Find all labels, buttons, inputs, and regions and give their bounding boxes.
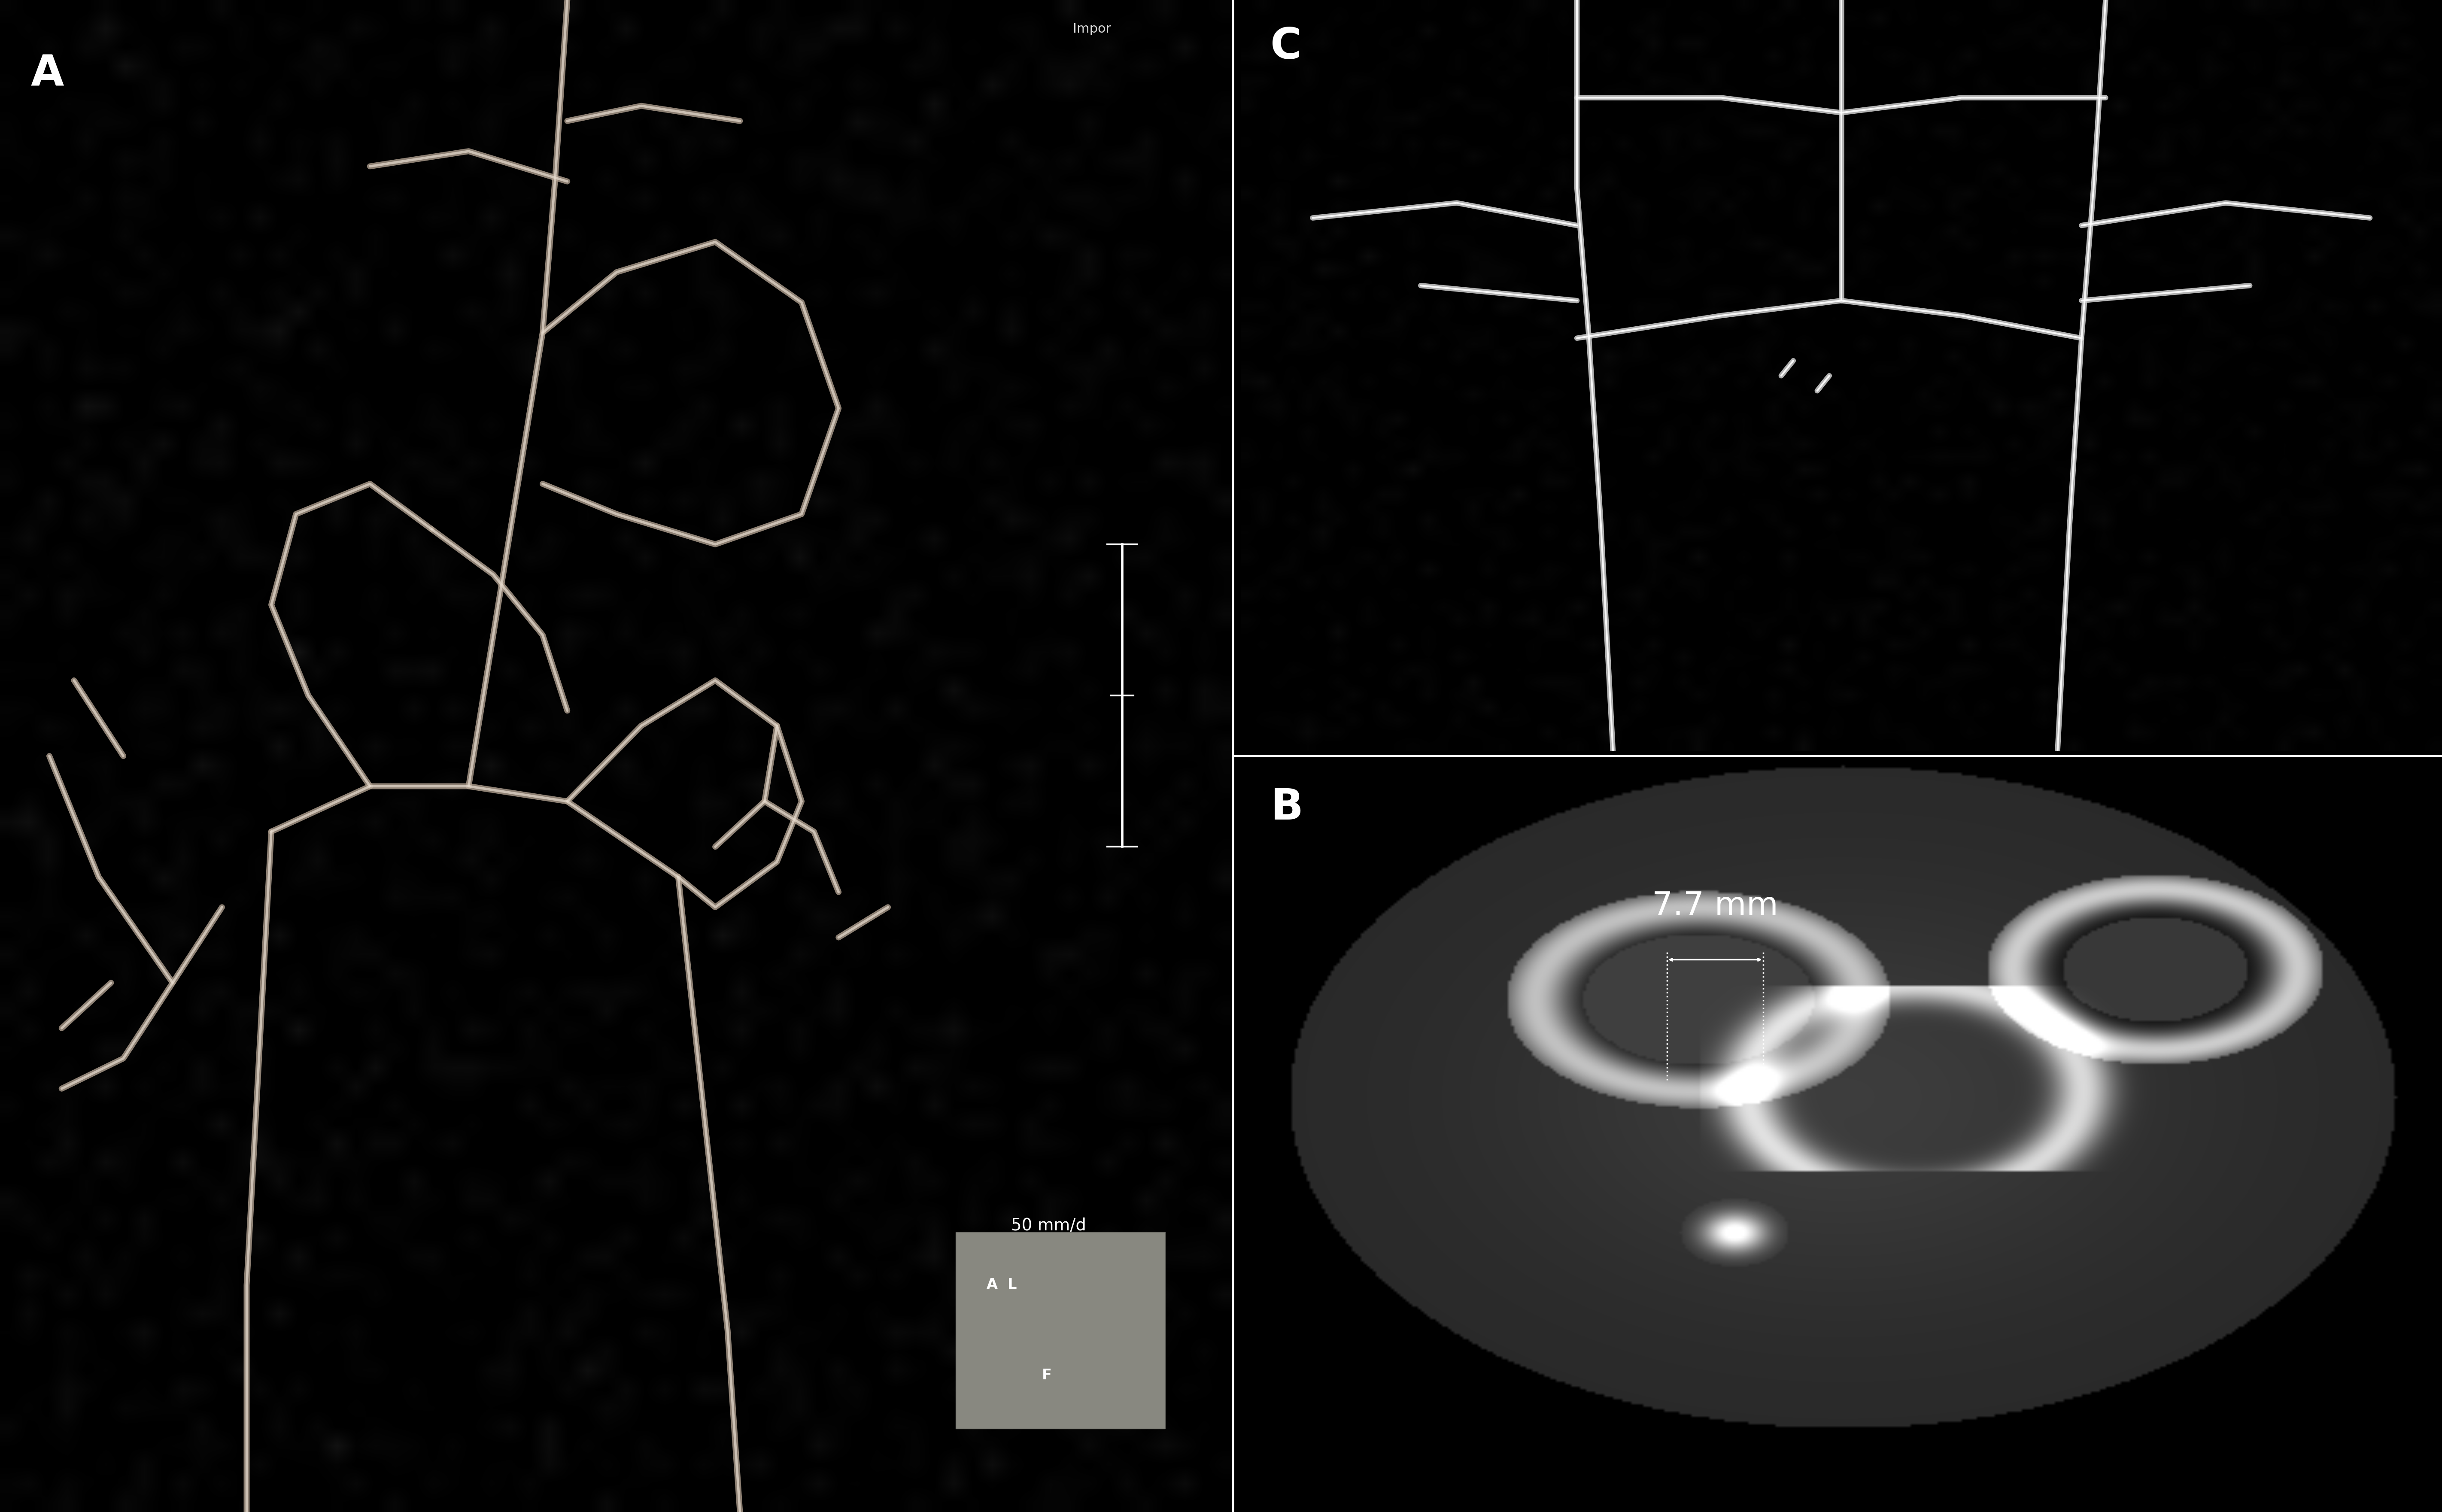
Text: F: F <box>1043 1368 1053 1382</box>
Text: 7.7 mm: 7.7 mm <box>1651 891 1778 922</box>
Text: B: B <box>1270 786 1304 829</box>
FancyBboxPatch shape <box>955 1232 1165 1429</box>
Text: A: A <box>32 53 63 95</box>
Text: 50 mm/d: 50 mm/d <box>1011 1217 1087 1234</box>
Text: A  L: A L <box>987 1278 1016 1291</box>
Text: C: C <box>1270 26 1302 68</box>
Text: Impor: Impor <box>1072 23 1111 35</box>
